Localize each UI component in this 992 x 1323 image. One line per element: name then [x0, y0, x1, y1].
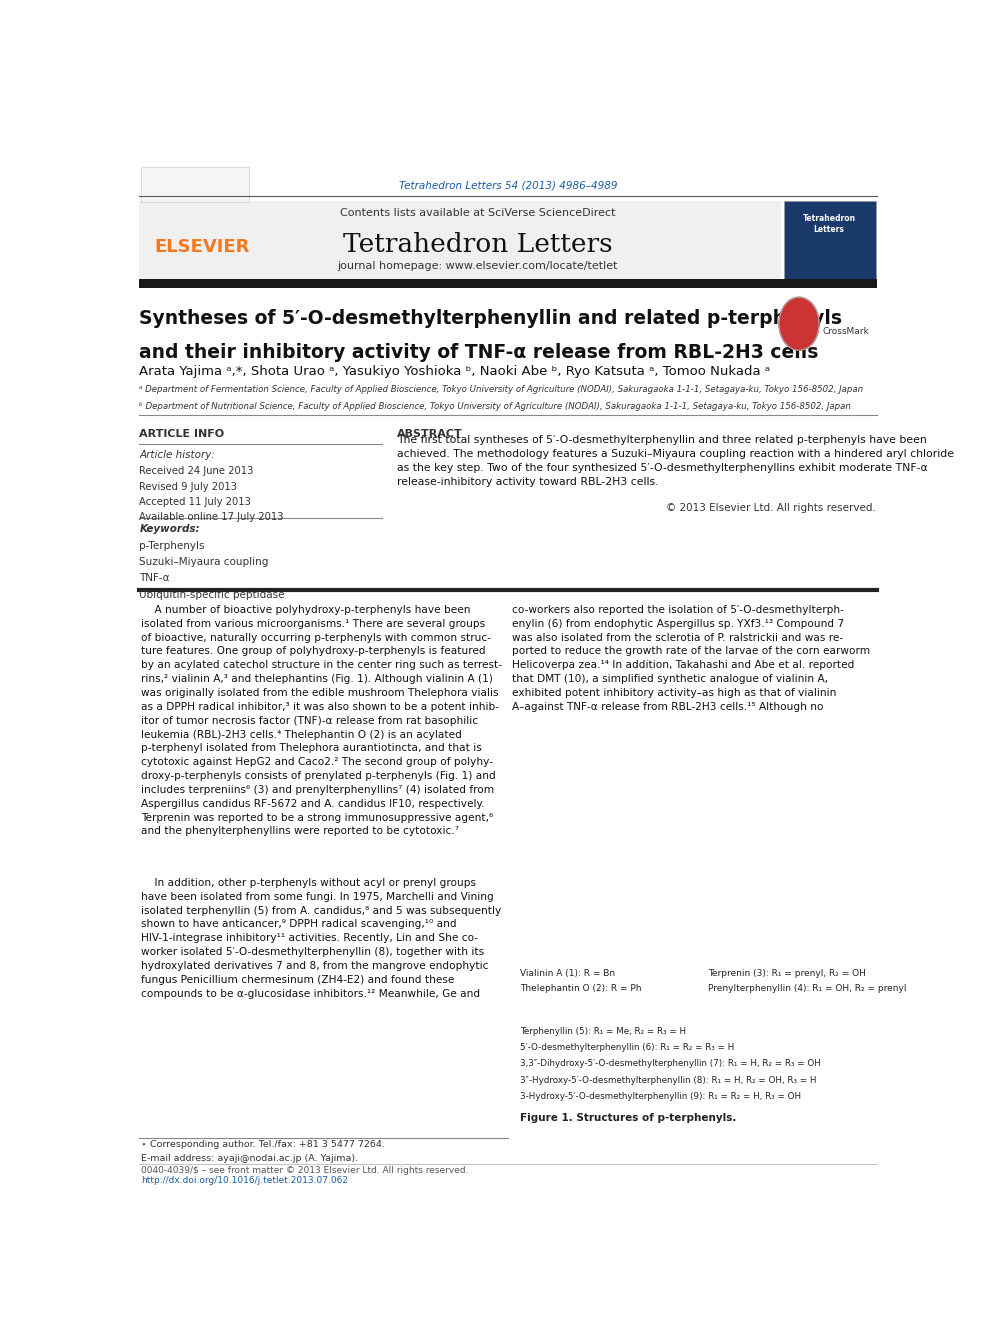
Text: Ubiquitin-specific peptidase: Ubiquitin-specific peptidase — [139, 590, 285, 599]
Text: Tetrahedron
Letters: Tetrahedron Letters — [803, 214, 855, 234]
Bar — [784, 201, 876, 280]
Text: The first total syntheses of 5′-O-desmethylterphenyllin and three related p-terp: The first total syntheses of 5′-O-desmet… — [397, 435, 954, 487]
Text: 5′-O-desmethylterphenyllin (6): R₁ = R₂ = R₃ = H: 5′-O-desmethylterphenyllin (6): R₁ = R₂ … — [520, 1043, 734, 1052]
Text: Contents lists available at SciVerse ScienceDirect: Contents lists available at SciVerse Sci… — [340, 208, 615, 218]
Text: 3″-Hydroxy-5′-O-desmethylterphenyllin (8): R₁ = H, R₂ = OH, R₃ = H: 3″-Hydroxy-5′-O-desmethylterphenyllin (8… — [520, 1076, 816, 1085]
Text: Prenylterphenyllin (4): R₁ = OH, R₂ = prenyl: Prenylterphenyllin (4): R₁ = OH, R₂ = pr… — [708, 984, 907, 994]
Text: journal homepage: www.elsevier.com/locate/tetlet: journal homepage: www.elsevier.com/locat… — [337, 261, 618, 271]
Text: E-mail address: ayaji@nodai.ac.jp (A. Yajima).: E-mail address: ayaji@nodai.ac.jp (A. Ya… — [141, 1154, 358, 1163]
Circle shape — [779, 298, 819, 351]
Text: p-Terphenyls: p-Terphenyls — [139, 541, 205, 550]
Text: ARTICLE INFO: ARTICLE INFO — [139, 429, 224, 439]
Text: Syntheses of 5′-O-desmethylterphenyllin and related p-terphenyls: Syntheses of 5′-O-desmethylterphenyllin … — [139, 308, 842, 328]
Text: CrossMark: CrossMark — [822, 327, 869, 336]
Text: ⋆ Corresponding author. Tel./fax: +81 3 5477 7264.: ⋆ Corresponding author. Tel./fax: +81 3 … — [141, 1140, 385, 1148]
Text: Accepted 11 July 2013: Accepted 11 July 2013 — [139, 497, 251, 507]
Text: Received 24 June 2013: Received 24 June 2013 — [139, 467, 254, 476]
Text: Revised 9 July 2013: Revised 9 July 2013 — [139, 482, 237, 492]
Text: 0040-4039/$ – see front matter © 2013 Elsevier Ltd. All rights reserved.: 0040-4039/$ – see front matter © 2013 El… — [141, 1167, 468, 1175]
Text: A number of bioactive polyhydroxy-p-terphenyls have been
isolated from various m: A number of bioactive polyhydroxy-p-terp… — [141, 605, 502, 836]
Text: In addition, other p-terphenyls without acyl or prenyl groups
have been isolated: In addition, other p-terphenyls without … — [141, 878, 501, 999]
Text: ELSEVIER: ELSEVIER — [155, 238, 250, 257]
Text: http://dx.doi.org/10.1016/j.tetlet.2013.07.062: http://dx.doi.org/10.1016/j.tetlet.2013.… — [141, 1176, 348, 1185]
Text: TNF-α: TNF-α — [139, 573, 170, 583]
Bar — [141, 167, 249, 201]
Text: Thelephantin O (2): R = Ph: Thelephantin O (2): R = Ph — [520, 984, 642, 994]
Text: 3-Hydroxy-5′-O-desmethylterphenyllin (9): R₁ = R₂ = H, R₃ = OH: 3-Hydroxy-5′-O-desmethylterphenyllin (9)… — [520, 1091, 802, 1101]
Text: Tetrahedron Letters: Tetrahedron Letters — [343, 232, 612, 257]
Text: Arata Yajima ᵃ,*, Shota Urao ᵃ, Yasukiyo Yoshioka ᵇ, Naoki Abe ᵇ, Ryo Katsuta ᵃ,: Arata Yajima ᵃ,*, Shota Urao ᵃ, Yasukiyo… — [139, 365, 771, 377]
Text: ᵇ Department of Nutritional Science, Faculty of Applied Bioscience, Tokyo Univer: ᵇ Department of Nutritional Science, Fac… — [139, 402, 851, 411]
Bar — [139, 201, 782, 280]
Bar — [139, 279, 877, 288]
Text: Figure 1. Structures of p-terphenyls.: Figure 1. Structures of p-terphenyls. — [520, 1113, 736, 1123]
Text: Terphenyllin (5): R₁ = Me, R₂ = R₃ = H: Terphenyllin (5): R₁ = Me, R₂ = R₃ = H — [520, 1027, 686, 1036]
Text: ᵃ Department of Fermentation Science, Faculty of Applied Bioscience, Tokyo Unive: ᵃ Department of Fermentation Science, Fa… — [139, 385, 863, 394]
Text: Suzuki–Miyaura coupling: Suzuki–Miyaura coupling — [139, 557, 269, 568]
Text: Available online 17 July 2013: Available online 17 July 2013 — [139, 512, 284, 523]
Text: Article history:: Article history: — [139, 450, 215, 460]
Text: and their inhibitory activity of TNF-α release from RBL-2H3 cells: and their inhibitory activity of TNF-α r… — [139, 343, 818, 363]
Text: Vialinin A (1): R = Bn: Vialinin A (1): R = Bn — [520, 968, 615, 978]
Text: 3,3″-Dihydroxy-5′-O-desmethylterphenyllin (7): R₁ = H, R₂ = R₃ = OH: 3,3″-Dihydroxy-5′-O-desmethylterphenylli… — [520, 1060, 820, 1068]
Text: Keywords:: Keywords: — [139, 524, 200, 534]
Text: ABSTRACT: ABSTRACT — [397, 429, 462, 439]
Text: Tetrahedron Letters 54 (2013) 4986–4989: Tetrahedron Letters 54 (2013) 4986–4989 — [399, 180, 618, 191]
Text: co-workers also reported the isolation of 5′-O-desmethylterph-
enylin (6) from e: co-workers also reported the isolation o… — [512, 605, 870, 712]
Text: Terprenin (3): R₁ = prenyl, R₂ = OH: Terprenin (3): R₁ = prenyl, R₂ = OH — [708, 968, 866, 978]
Text: © 2013 Elsevier Ltd. All rights reserved.: © 2013 Elsevier Ltd. All rights reserved… — [666, 503, 876, 513]
